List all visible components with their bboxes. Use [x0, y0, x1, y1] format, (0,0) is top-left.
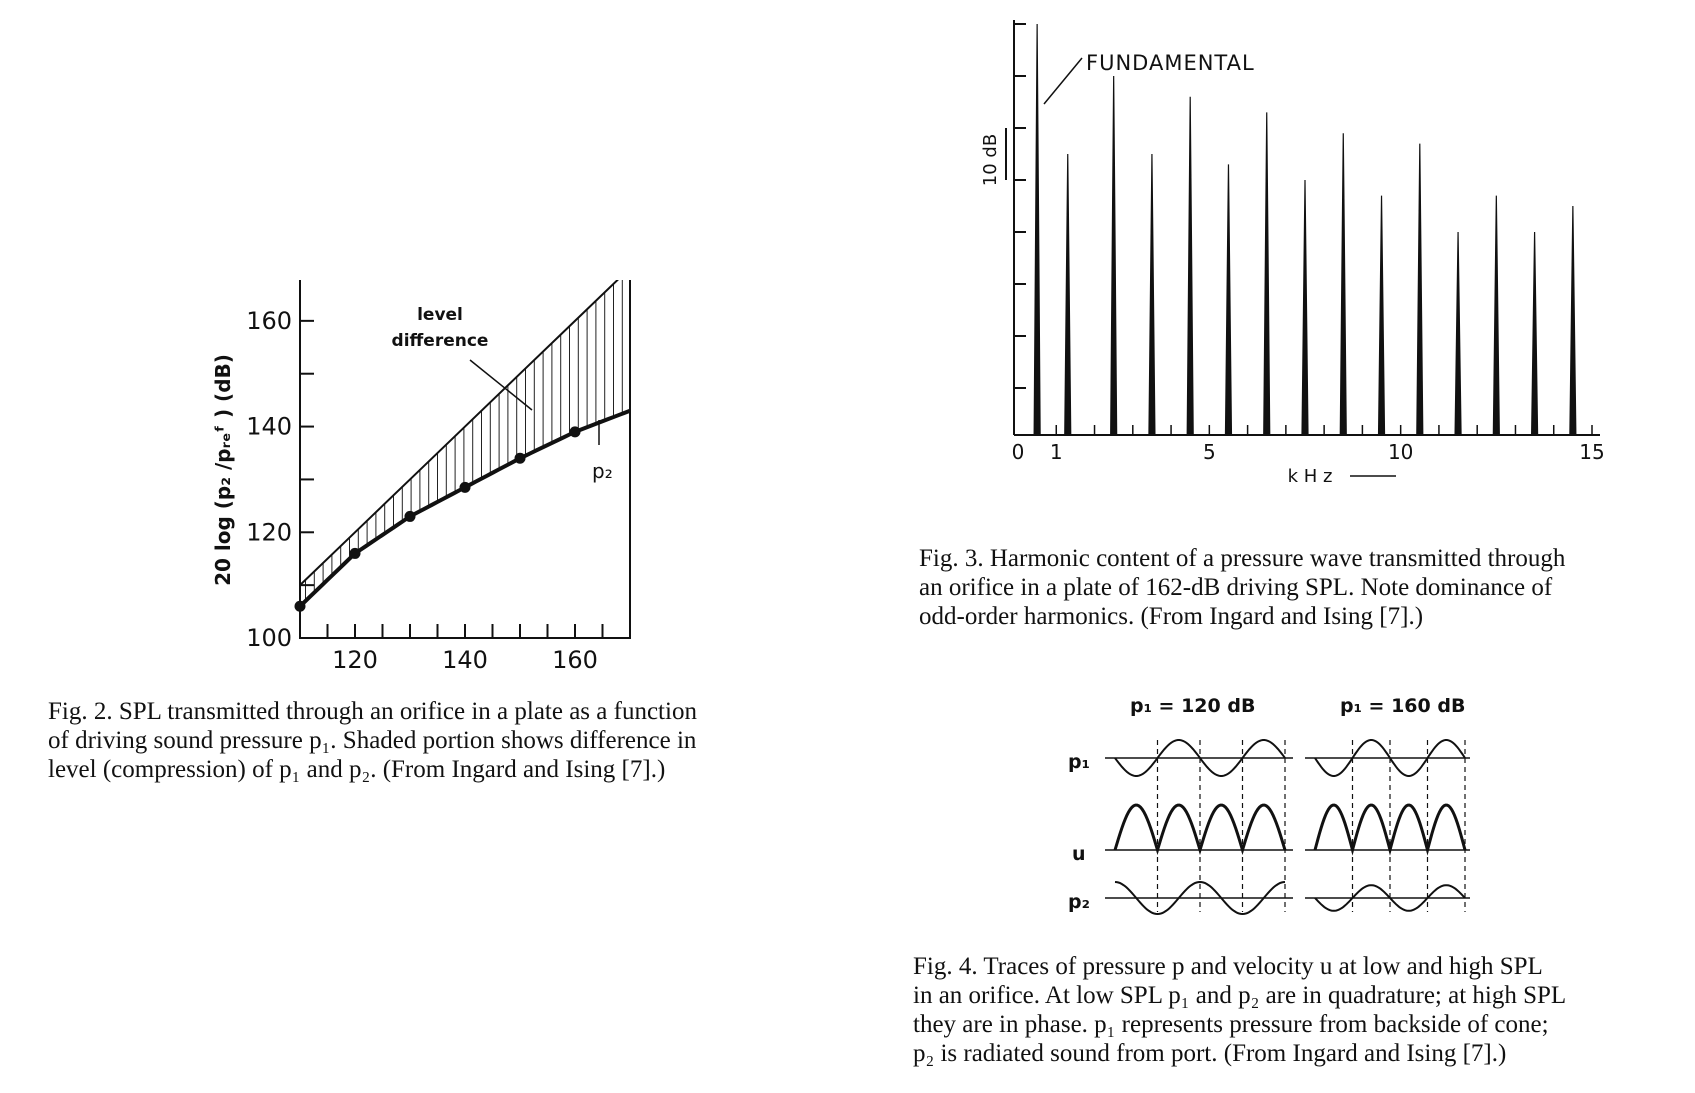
y-tick-label: 160 [246, 307, 292, 335]
harmonic-peak [1339, 133, 1347, 436]
x-tick-label: 140 [442, 646, 488, 674]
fundamental-arrow [1043, 57, 1083, 105]
pressure-velocity-traces: p₁ = 120 dB p₁ = 160 dB p₁ u p₂ [1068, 695, 1473, 916]
trace-curves [1105, 739, 1473, 916]
data-marker [569, 426, 581, 438]
caption-line: Fig. 3. Harmonic content of a pressure w… [919, 545, 1566, 572]
fundamental-annotation: FUNDAMENTAL [1086, 51, 1255, 75]
harmonic-peak [1263, 112, 1271, 436]
harmonic-peak [1148, 153, 1156, 436]
spl-transmission-chart: 100 120 140 160 120 140 160 20 log (p₂ /pᵣₑᶠ )… [211, 267, 631, 674]
axis-ticks: 100 120 140 160 120 140 160 [246, 267, 604, 674]
data-marker [459, 481, 471, 493]
y-axis-label: 20 log (p₂ /pᵣₑᶠ ) (dB) [211, 354, 235, 586]
caption-line: in an orifice. At low SPL p₁ and p₂ are … [913, 982, 1567, 1009]
x-axis-ticks: 0 1 5 10 15 [1012, 425, 1605, 464]
harmonic-peaks [1033, 23, 1577, 436]
x-tick-label: 120 [332, 646, 378, 674]
x-tick-label: 0 [1012, 440, 1025, 464]
x-axis-label: k H z [1288, 466, 1333, 487]
harmonic-peak [1224, 164, 1233, 436]
panel-title-low: p₁ = 120 dB [1130, 695, 1255, 717]
panel-title-high: p₁ = 160 dB [1340, 695, 1465, 717]
harmonic-peak [1110, 75, 1118, 436]
data-marker [349, 547, 361, 559]
harmonic-spectrum-chart: 0 1 5 10 15 FUNDAMENTAL 10 dB k H z [980, 20, 1605, 487]
data-markers [294, 426, 581, 612]
annotation-arrow [469, 359, 533, 411]
harmonic-peak [1416, 143, 1424, 436]
level-difference-hatching [305, 275, 623, 601]
row-label-p2: p₂ [1068, 891, 1090, 913]
row-label-p1: p₁ [1068, 751, 1090, 773]
x-tick-label: 15 [1579, 440, 1604, 464]
p2-curve-label: p₂ [592, 459, 613, 483]
harmonic-peak [1492, 195, 1500, 436]
trace-curve [1114, 880, 1286, 916]
level-annotation-2: difference [392, 331, 489, 351]
row-label-u: u [1072, 843, 1086, 865]
harmonic-peak [1454, 231, 1462, 436]
caption-line: odd-order harmonics. (From Ingard and Is… [919, 603, 1424, 630]
x-tick-label: 5 [1203, 440, 1216, 464]
harmonic-peak [1186, 96, 1194, 436]
x-tick-label: 1 [1050, 440, 1063, 464]
y-axis-ticks [1014, 23, 1026, 389]
level-annotation-1: level [417, 305, 463, 325]
p1-reference-line [299, 267, 631, 586]
figure-4: p₁ = 120 dB p₁ = 160 dB p₁ u p₂ [1050, 680, 1473, 945]
caption-line: an orifice in a plate of 162-dB driving … [919, 574, 1553, 601]
harmonic-peak [1530, 231, 1539, 436]
x-tick-label: 10 [1388, 440, 1413, 464]
caption-line: p₂ is radiated sound from port. (From In… [913, 1040, 1507, 1067]
caption-line: level (compression) of p₁ and p₂. (From … [48, 756, 666, 783]
caption-line: of driving sound pressure p₁. Shaded por… [48, 727, 697, 754]
harmonic-peak [1033, 23, 1041, 436]
x-tick-label: 160 [552, 646, 598, 674]
figure-3: 0 1 5 10 15 FUNDAMENTAL 10 dB k H z [960, 10, 1620, 535]
y-tick-label: 140 [246, 413, 292, 441]
y-tick-label: 100 [246, 624, 292, 652]
caption-line: Fig. 2. SPL transmitted through an orifi… [48, 698, 697, 725]
harmonic-peak [1377, 195, 1386, 436]
harmonic-peak [1064, 153, 1072, 436]
caption-line: Fig. 4. Traces of pressure p and velocit… [913, 953, 1543, 980]
p2-curve [298, 408, 631, 608]
data-marker [404, 510, 416, 522]
figure-3-caption: Fig. 3. Harmonic content of a pressure w… [919, 544, 1565, 631]
data-marker [514, 452, 526, 464]
figure-4-caption: Fig. 4. Traces of pressure p and velocit… [913, 952, 1566, 1068]
figure-2-caption: Fig. 2. SPL transmitted through an orifi… [48, 697, 697, 784]
harmonic-peak [1301, 179, 1309, 436]
figure-2: 100 120 140 160 120 140 160 20 log (p₂ /pᵣₑᶠ )… [200, 267, 660, 685]
harmonic-peak [1569, 205, 1577, 436]
scale-label: 10 dB [980, 134, 1001, 186]
y-tick-label: 120 [246, 518, 292, 546]
caption-line: they are in phase. p₁ represents pressur… [913, 1011, 1549, 1038]
